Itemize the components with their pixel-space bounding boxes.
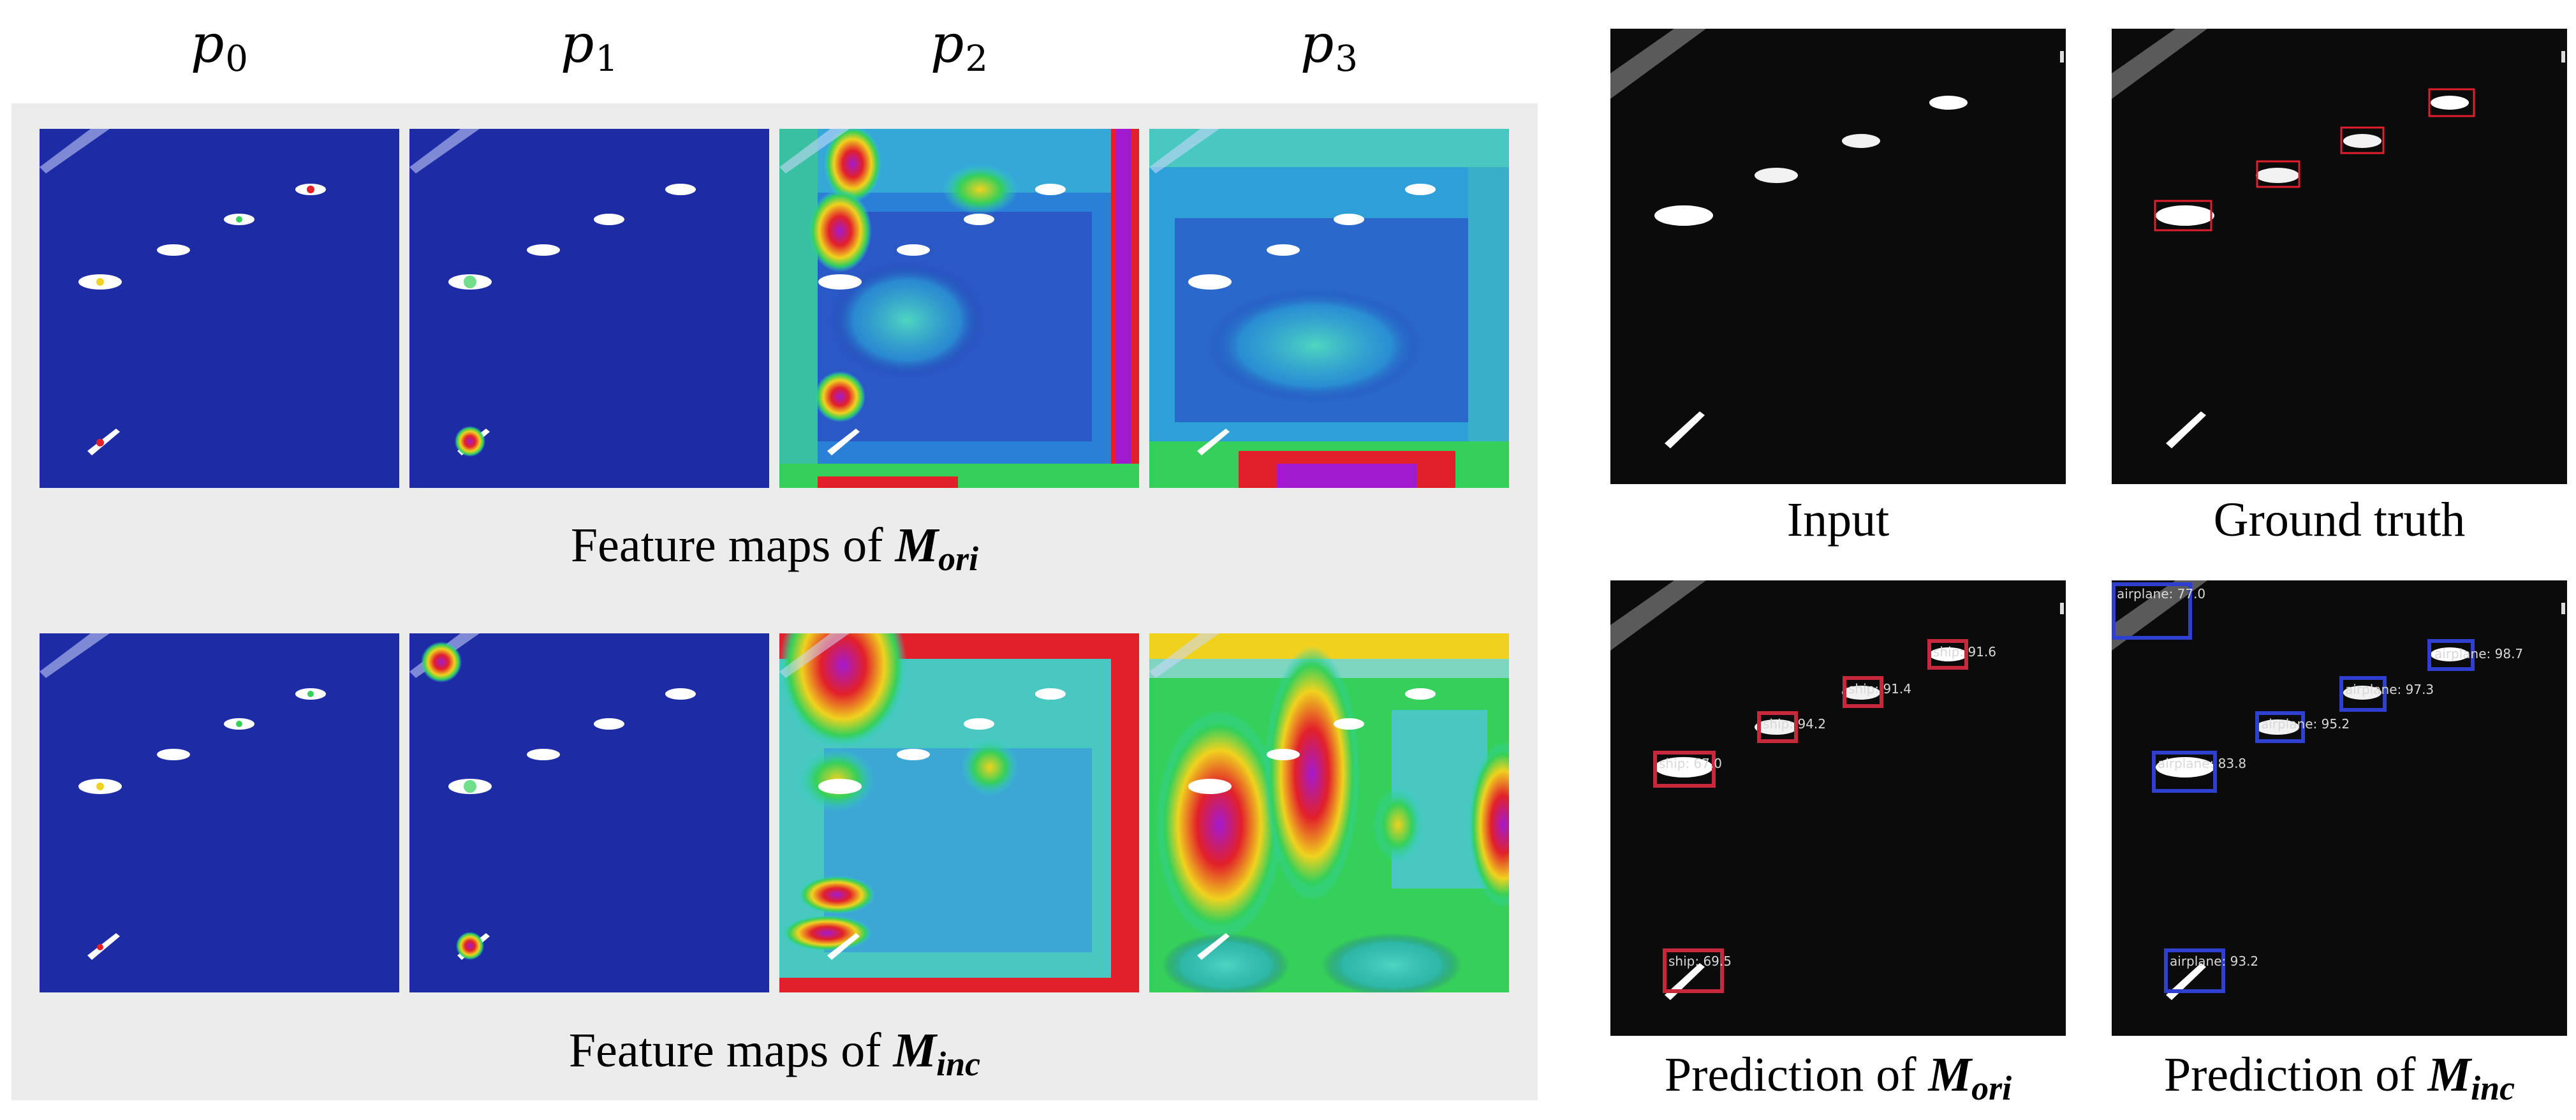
feature-map-inc-p0 xyxy=(40,633,399,992)
detection-label: ship: 69.5 xyxy=(1668,954,1732,969)
column-header-p0: p0 xyxy=(190,14,249,80)
feature-map-ori-p2 xyxy=(779,129,1139,488)
detection-label: airplane: 93.2 xyxy=(2170,954,2258,969)
prediction-ori-image: ship: 91.6 ship: 91.4 ship: 94.2 ship: 6… xyxy=(1610,580,2066,1036)
input-image xyxy=(1610,29,2066,484)
feature-map-inc-p3 xyxy=(1149,633,1509,992)
column-header-p3: p3 xyxy=(1300,14,1358,80)
detection-label: ship: 91.4 xyxy=(1848,681,1911,696)
feature-map-inc-p2 xyxy=(779,633,1139,992)
input-caption: Input xyxy=(1786,493,1890,547)
detection-label: airplane: 77.0 xyxy=(2117,586,2205,601)
prediction-inc-caption: Prediction of Minc xyxy=(2163,1048,2515,1107)
gt-box xyxy=(2340,126,2385,154)
detection-label: ship: 91.6 xyxy=(1933,644,1996,659)
row-caption-inc: Feature maps of Minc xyxy=(568,1024,981,1083)
ground-truth-image xyxy=(2112,29,2567,484)
detection-label: airplane: 95.2 xyxy=(2261,716,2350,732)
prediction-ori-caption: Prediction of Mori xyxy=(1664,1048,2012,1107)
ground-truth-caption: Ground truth xyxy=(2213,493,2466,547)
prediction-inc-image: airplane: 77.0 airplane: 98.7 airplane: … xyxy=(2112,580,2567,1036)
column-header-p2: p2 xyxy=(930,14,989,80)
column-header-p1: p1 xyxy=(560,14,619,80)
detection-label: airplane: 97.3 xyxy=(2345,682,2434,697)
gt-box xyxy=(2256,160,2300,188)
feature-map-ori-p1 xyxy=(409,129,769,488)
feature-map-ori-p0 xyxy=(40,129,399,488)
gt-box xyxy=(2154,200,2212,232)
detection-label: ship: 67.0 xyxy=(1659,756,1722,771)
detection-label: airplane: 98.7 xyxy=(2434,646,2523,661)
row-caption-ori: Feature maps of Mori xyxy=(570,519,979,578)
feature-map-ori-p3 xyxy=(1149,129,1509,488)
detection-label: airplane: 83.8 xyxy=(2158,756,2246,771)
feature-map-inc-p1 xyxy=(409,633,769,992)
gt-box xyxy=(2428,88,2475,117)
detection-label: ship: 94.2 xyxy=(1763,716,1826,732)
